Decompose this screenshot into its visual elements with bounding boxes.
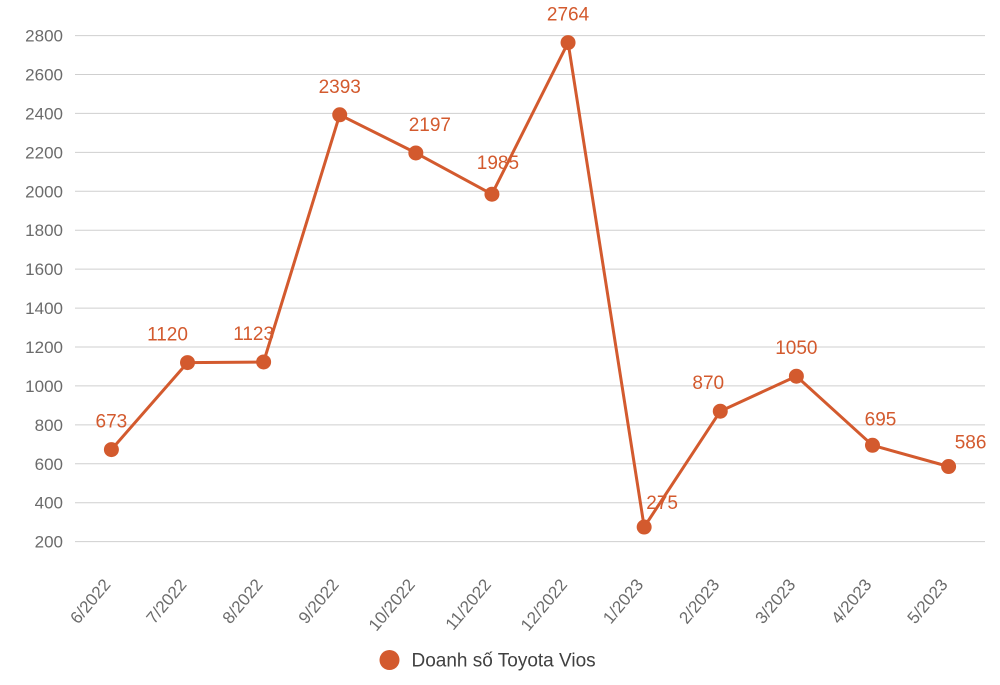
- data-point: [181, 356, 195, 370]
- y-tick-label: 400: [35, 494, 63, 513]
- data-label: 2764: [547, 5, 590, 26]
- data-point: [942, 460, 956, 474]
- chart-svg: 200 400 600 800 1000 1200 1400 1600 1800 2000 2200…: [0, 0, 1000, 685]
- data-point: [257, 355, 271, 369]
- data-label: 695: [865, 409, 897, 430]
- data-point: [333, 108, 347, 122]
- y-tick-label: 1800: [25, 221, 63, 240]
- data-point: [561, 36, 575, 50]
- data-label: 1985: [477, 153, 519, 174]
- data-label: 1050: [775, 338, 817, 359]
- data-point: [485, 187, 499, 201]
- y-tick-label: 2800: [25, 27, 63, 46]
- data-label: 2197: [409, 115, 451, 136]
- data-point: [637, 520, 651, 534]
- data-point: [104, 443, 118, 457]
- data-point: [713, 404, 727, 418]
- data-label: 1123: [233, 324, 274, 345]
- y-tick-label: 1200: [25, 338, 63, 357]
- y-tick-label: 1600: [25, 260, 63, 279]
- y-tick-label: 200: [35, 533, 63, 552]
- y-tick-label: 600: [35, 455, 63, 474]
- data-label: 673: [96, 412, 128, 433]
- y-tick-label: 2600: [25, 66, 63, 85]
- y-tick-label: 2000: [25, 182, 63, 201]
- line-chart: 200 400 600 800 1000 1200 1400 1600 1800 2000 2200…: [0, 0, 1000, 685]
- y-tick-label: 800: [35, 416, 63, 435]
- y-tick-label: 1400: [25, 299, 63, 318]
- data-point: [865, 438, 879, 452]
- legend-marker-icon: [380, 650, 400, 670]
- data-label: 2393: [319, 77, 361, 98]
- data-point: [789, 369, 803, 383]
- data-label: 275: [646, 493, 678, 514]
- y-tick-label: 2200: [25, 143, 63, 162]
- legend: Doanh số Toyota Vios: [380, 650, 596, 672]
- y-tick-label: 1000: [25, 377, 63, 396]
- data-label: 870: [692, 373, 724, 394]
- y-tick-label: 2400: [25, 104, 63, 123]
- legend-label: Doanh số Toyota Vios: [412, 651, 596, 672]
- data-label: 586: [955, 433, 987, 454]
- data-point: [409, 146, 423, 160]
- data-label: 1120: [147, 325, 188, 346]
